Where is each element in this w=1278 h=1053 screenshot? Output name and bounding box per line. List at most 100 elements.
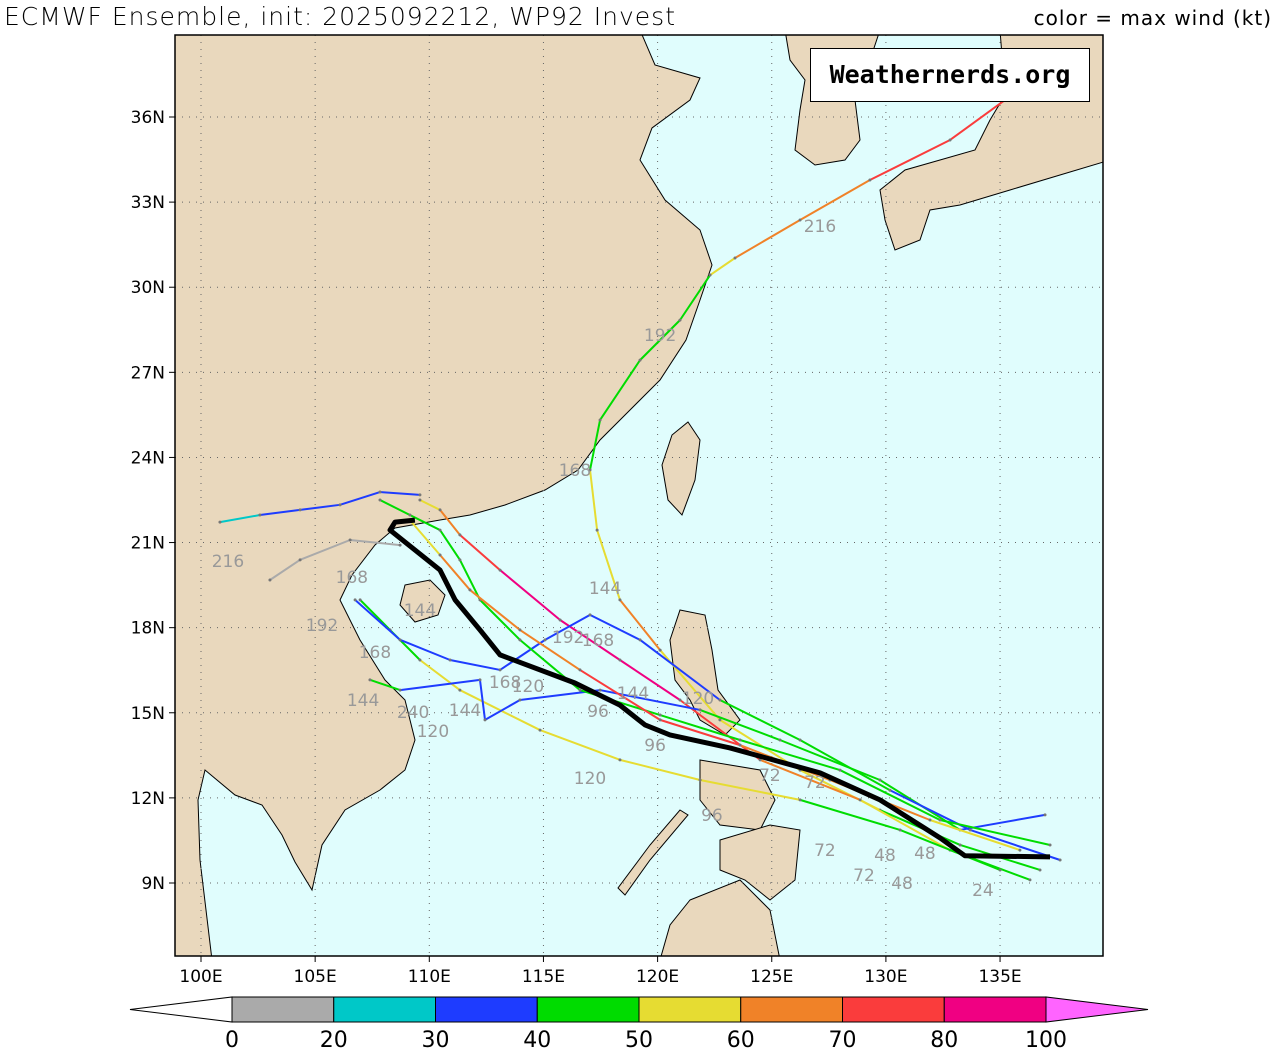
track-segment: [399, 638, 452, 662]
lat-tick-label: 12N: [131, 789, 165, 809]
track-segment: [339, 491, 381, 506]
track-point: [458, 558, 462, 562]
track-point: [698, 778, 702, 782]
lon-tick-label: 125E: [750, 967, 793, 987]
track-segment: [458, 533, 502, 572]
lat-tick-label: 9N: [141, 874, 165, 894]
track-segment: [659, 714, 742, 742]
colorbar-label: 50: [625, 1028, 653, 1053]
track-point: [1058, 858, 1062, 862]
track-point: [798, 798, 802, 802]
track-point: [418, 658, 422, 662]
forecast-hour-label: 168: [336, 568, 368, 588]
track-point: [378, 490, 382, 494]
track-point: [448, 658, 452, 662]
track-point: [618, 758, 622, 762]
track-point: [353, 598, 357, 602]
colorbar-label: 70: [829, 1028, 857, 1053]
colorbar-over-arrow: [1045, 996, 1149, 1023]
track-point: [398, 638, 402, 642]
track-point: [438, 553, 442, 557]
forecast-hour-label: 144: [347, 691, 379, 711]
track-segment: [484, 699, 521, 721]
track-segment: [618, 598, 662, 652]
track-point: [483, 718, 487, 722]
track-segment: [678, 699, 762, 761]
track-segment: [839, 769, 942, 822]
forecast-hour-label: 96: [701, 806, 723, 826]
lat-tick-label: 24N: [131, 448, 165, 468]
ensemble-mean-track: [387, 517, 1051, 860]
lon-tick-label: 120E: [636, 967, 679, 987]
lat-tick-label: 21N: [131, 534, 165, 554]
track-point: [578, 668, 582, 672]
track-point: [1038, 868, 1042, 872]
forecast-hour-label: 48: [874, 846, 896, 866]
colorbar-bin: [638, 996, 742, 1023]
track-point: [698, 708, 702, 712]
track-point: [598, 688, 602, 692]
track-point: [858, 798, 862, 802]
track-point: [798, 218, 802, 222]
track-segment: [418, 659, 461, 692]
taiwan-landmass: [661, 421, 701, 516]
forecast-hour-label: 216: [804, 217, 836, 237]
track-point: [558, 618, 562, 622]
track-point: [595, 528, 599, 532]
track-point: [798, 738, 802, 742]
track-segment: [399, 678, 481, 692]
track-segment: [378, 491, 421, 496]
track-segment: [354, 598, 402, 641]
lon-tick-label: 135E: [978, 967, 1021, 987]
track-point: [638, 358, 642, 362]
colorbar-label: 100: [1025, 1028, 1067, 1053]
colorbar-bin: [842, 996, 945, 1023]
lon-tick-label: 115E: [522, 967, 565, 987]
track-segment: [778, 739, 881, 782]
track-point: [258, 513, 262, 517]
track-point: [578, 688, 582, 692]
grid-lines: [175, 35, 1103, 956]
track-segment: [299, 538, 352, 561]
track-segment: [799, 178, 871, 221]
track-point: [1043, 813, 1047, 817]
track-segment: [596, 529, 621, 601]
track-point: [348, 538, 352, 542]
ensemble-member-track: [358, 598, 1002, 872]
forecast-hour-label: 48: [914, 844, 936, 864]
ensemble-member-track: [378, 498, 1052, 847]
track-segment: [868, 138, 952, 181]
track-segment: [368, 678, 402, 692]
track-point: [588, 468, 592, 472]
track-segment: [733, 218, 802, 259]
colorbar: 0 20 30 40 50 60 70 80 100: [129, 996, 1149, 1053]
track-point: [478, 678, 482, 682]
track-segment: [408, 514, 442, 532]
track-segment: [439, 529, 461, 561]
track-point: [678, 318, 682, 322]
palawan-landmass: [617, 809, 689, 896]
colorbar-label: 60: [727, 1028, 755, 1053]
track-point: [398, 543, 402, 547]
track-point: [298, 508, 302, 512]
track-point: [358, 598, 362, 602]
track-segment: [589, 468, 599, 532]
track-point: [778, 738, 782, 742]
colorbar-label: 0: [225, 1028, 239, 1053]
forecast-hour-label: 168: [559, 461, 591, 481]
borneo-landmass: [660, 879, 780, 956]
track-point: [418, 493, 422, 497]
track-point: [498, 568, 502, 572]
forecast-hour-label: 72: [853, 866, 875, 886]
lon-tick-label: 110E: [408, 967, 451, 987]
track-segment: [468, 588, 521, 631]
track-point: [968, 828, 972, 832]
colorbar-label: 20: [320, 1028, 348, 1053]
mindanao-landmass: [719, 824, 801, 901]
track-point: [418, 498, 422, 502]
track-segment: [699, 779, 802, 801]
track-segment: [439, 554, 471, 591]
track-segment: [659, 718, 742, 747]
track-point: [638, 638, 642, 642]
